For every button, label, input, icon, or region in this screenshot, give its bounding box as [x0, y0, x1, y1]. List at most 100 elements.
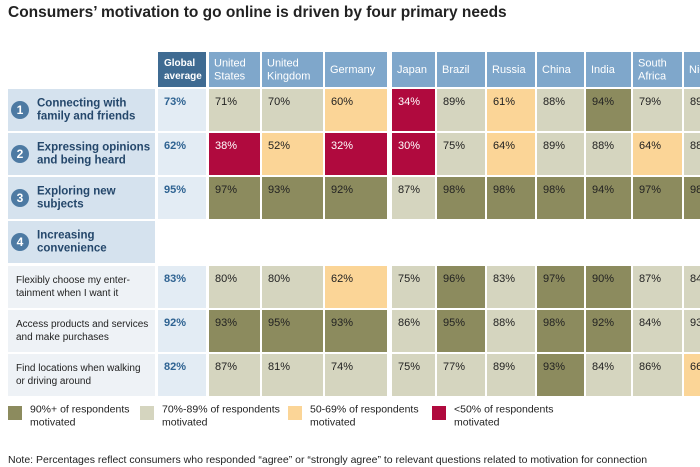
cell-value: 30% — [398, 140, 420, 152]
cell-value: 38% — [215, 140, 237, 152]
data-cell — [537, 266, 584, 308]
data-cell — [437, 89, 485, 131]
cell-value: 64% — [639, 140, 661, 152]
row-label-cell — [8, 310, 155, 352]
cell-value: 98% — [443, 184, 465, 196]
header-cell — [487, 52, 535, 87]
data-cell — [325, 133, 387, 175]
data-cell — [392, 177, 435, 219]
row-label: Expressing opinions — [37, 142, 150, 154]
data-cell — [262, 266, 323, 308]
data-cell — [586, 89, 631, 131]
cell-value: 93% — [268, 184, 290, 196]
cell-value: 70% — [268, 96, 290, 108]
data-cell — [684, 133, 700, 175]
legend-swatch — [432, 406, 446, 420]
header-label: Germany — [330, 64, 376, 76]
cell-value: 93% — [331, 317, 353, 329]
header-label: Brazil — [442, 64, 470, 76]
header-label: India — [591, 64, 616, 76]
data-cell — [684, 310, 700, 352]
cell-value: 62% — [331, 273, 353, 285]
data-cell — [537, 354, 584, 396]
global-value: 73% — [164, 96, 186, 108]
legend-swatch — [140, 406, 154, 420]
cell-value: 88% — [690, 140, 700, 152]
cell-value: 79% — [639, 96, 661, 108]
row-number: 4 — [17, 235, 24, 249]
data-cell — [537, 177, 584, 219]
row-number: 3 — [17, 191, 24, 205]
data-cell — [537, 310, 584, 352]
legend-label: motivated — [162, 416, 208, 428]
cell-value: 75% — [398, 361, 420, 373]
data-cell — [437, 354, 485, 396]
cell-value: 74% — [331, 361, 353, 373]
number-badge — [11, 101, 29, 119]
data-cell — [209, 266, 260, 308]
cell-value: 93% — [215, 317, 237, 329]
cell-value: 64% — [493, 140, 515, 152]
cell-value: 87% — [398, 184, 420, 196]
cell-value: 87% — [639, 273, 661, 285]
row-label-cell — [8, 221, 155, 263]
legend-label: motivated — [30, 416, 76, 428]
cell-value: 87% — [215, 361, 237, 373]
header-label: Kingdom — [267, 70, 310, 82]
row-label-cell — [8, 266, 155, 308]
cell-value: 92% — [331, 184, 353, 196]
header-cell — [633, 52, 682, 87]
cell-value: 61% — [493, 96, 515, 108]
cell-value: 88% — [493, 317, 515, 329]
global-cell — [158, 354, 206, 396]
data-cell — [437, 266, 485, 308]
cell-value: 93% — [543, 361, 565, 373]
data-cell — [586, 266, 631, 308]
row-number: 2 — [17, 147, 24, 161]
data-cell — [633, 133, 682, 175]
global-cell — [158, 89, 206, 131]
cell-value: 32% — [331, 140, 353, 152]
title: Consumers’ motivation to go online is dr… — [8, 4, 507, 21]
data-cell — [325, 89, 387, 131]
header-label: Russia — [492, 64, 527, 76]
cell-value: 75% — [398, 273, 420, 285]
row-label: Access products and services — [16, 319, 148, 330]
cell-value: 89% — [543, 140, 565, 152]
cell-value: 88% — [592, 140, 614, 152]
cell-value: 89% — [443, 96, 465, 108]
global-cell — [158, 177, 206, 219]
legend-label: motivated — [310, 416, 356, 428]
header-label: United — [267, 57, 299, 69]
cell-value: 84% — [592, 361, 614, 373]
header-cell — [392, 52, 435, 87]
data-cell — [487, 89, 535, 131]
header-cell — [437, 52, 485, 87]
data-cell — [684, 266, 700, 308]
data-cell — [684, 177, 700, 219]
header-label: Africa — [638, 70, 667, 82]
cell-value: 97% — [639, 184, 661, 196]
data-cell — [392, 133, 435, 175]
data-cell — [684, 89, 700, 131]
cell-value: 84% — [639, 317, 661, 329]
cell-value: 92% — [592, 317, 614, 329]
cell-value: 84% — [690, 273, 700, 285]
row-number: 1 — [17, 103, 24, 117]
data-cell — [487, 310, 535, 352]
cell-value: 98% — [493, 184, 515, 196]
row-label: Exploring new — [37, 186, 116, 198]
row-label: Increasing — [37, 230, 95, 242]
row-label-cell — [8, 133, 155, 175]
header-cell — [537, 52, 584, 87]
data-cell — [209, 177, 260, 219]
data-cell — [392, 89, 435, 131]
header-cell — [586, 52, 631, 87]
number-badge — [11, 189, 29, 207]
data-cell — [633, 310, 682, 352]
cell-value: 95% — [268, 317, 290, 329]
row-label: Find locations when walking — [16, 363, 141, 374]
cell-value: 97% — [215, 184, 237, 196]
cell-value: 88% — [543, 96, 565, 108]
